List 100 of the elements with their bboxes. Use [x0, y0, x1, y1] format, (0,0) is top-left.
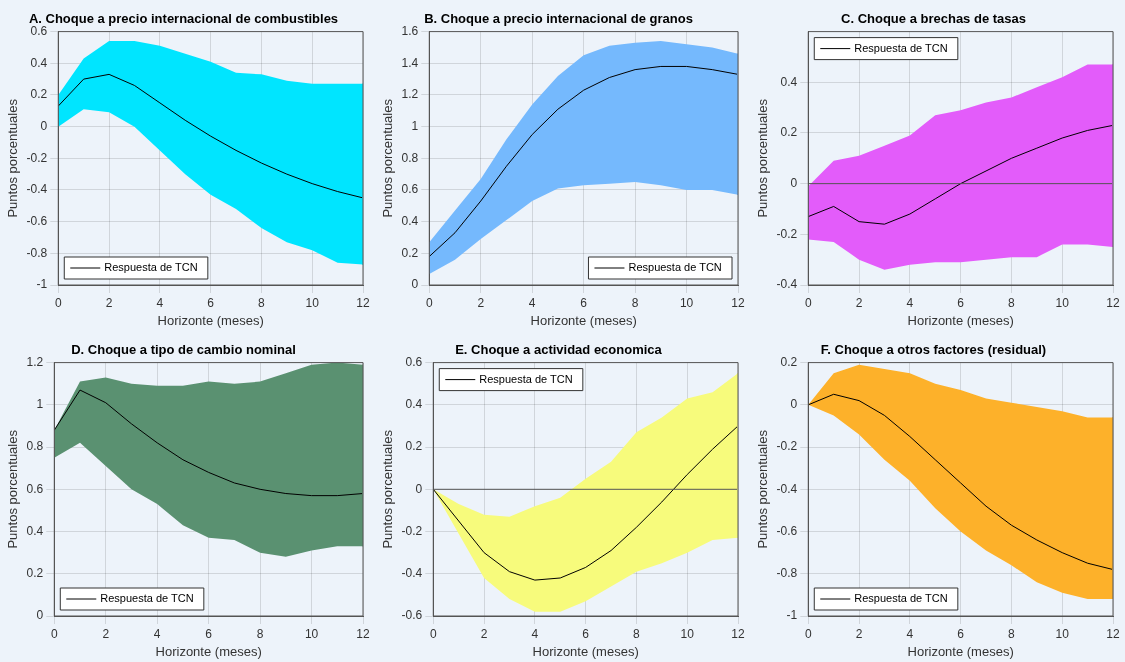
x-tick-label: 8: [1008, 626, 1016, 641]
x-tick-label: 0: [425, 295, 433, 310]
chart-title: E. Choque a actividad economica: [455, 342, 663, 358]
y-tick-label: 0.4: [30, 55, 48, 70]
x-tick-label: 8: [258, 295, 266, 310]
y-axis-title: Puntos porcentuales: [5, 429, 21, 549]
x-tick-label: 2: [855, 295, 863, 310]
y-tick-label: 1.2: [401, 87, 419, 102]
y-tick-label: -1: [36, 277, 48, 292]
x-axis-title: Horizonte (meses): [907, 312, 1014, 328]
y-tick-label: 1.2: [26, 354, 44, 369]
y-tick-label: 0.4: [401, 213, 419, 228]
x-tick-label: 12: [356, 626, 370, 641]
y-tick-label: 0.2: [401, 245, 419, 260]
y-axis-title: Puntos porcentuales: [380, 429, 396, 549]
y-tick-label: 0.2: [780, 125, 798, 140]
x-tick-label: 4: [906, 626, 914, 641]
y-tick-label: -0.6: [401, 608, 423, 623]
chart-title: F. Choque a otros factores (residual): [820, 342, 1047, 358]
x-axis-title: Horizonte (meses): [530, 312, 637, 328]
y-tick-label: 0: [415, 481, 423, 496]
legend-label: Respuesta de TCN: [479, 372, 573, 385]
y-tick-label: -0.4: [26, 182, 48, 197]
y-tick-label: 1: [36, 397, 44, 412]
x-tick-label: 8: [1008, 295, 1016, 310]
y-axis-title: Puntos porcentuales: [5, 98, 21, 218]
x-tick-label: 12: [731, 626, 745, 641]
y-tick-label: 0: [411, 277, 419, 292]
x-tick-label: 4: [906, 295, 914, 310]
x-tick-label: 6: [205, 626, 213, 641]
y-tick-label: -0.2: [776, 439, 798, 454]
y-tick-label: 1.4: [401, 55, 419, 70]
x-tick-label: 4: [531, 626, 539, 641]
x-tick-label: 0: [54, 295, 62, 310]
x-tick-label: 12: [1106, 626, 1120, 641]
y-tick-label: 0.2: [26, 566, 44, 581]
y-tick-label: 1.6: [401, 23, 419, 38]
x-tick-label: 6: [582, 626, 590, 641]
x-tick-label: 4: [153, 626, 161, 641]
x-tick-label: 0: [804, 626, 812, 641]
y-tick-label: 0.4: [26, 523, 44, 538]
y-tick-label: 0.8: [26, 439, 44, 454]
y-tick-label: 0.6: [401, 182, 419, 197]
y-tick-label: -0.4: [776, 277, 798, 292]
y-tick-label: -0.4: [776, 481, 798, 496]
x-tick-label: 6: [580, 295, 588, 310]
chart-title: C. Choque a brechas de tasas: [841, 11, 1026, 27]
x-tick-label: 2: [477, 295, 485, 310]
legend-label: Respuesta de TCN: [104, 261, 198, 274]
legend-label: Respuesta de TCN: [854, 592, 948, 605]
x-tick-label: 6: [957, 295, 965, 310]
x-tick-label: 6: [207, 295, 215, 310]
x-tick-label: 12: [356, 295, 370, 310]
x-tick-label: 10: [305, 295, 320, 310]
x-axis-title: Horizonte (meses): [907, 643, 1014, 659]
y-tick-label: 0.8: [401, 150, 419, 165]
x-tick-label: 2: [480, 626, 488, 641]
y-axis-title: Puntos porcentuales: [755, 429, 771, 549]
y-tick-label: -0.8: [776, 566, 798, 581]
y-tick-label: -0.8: [26, 245, 48, 260]
y-tick-label: 0.2: [30, 87, 48, 102]
x-tick-label: 0: [429, 626, 437, 641]
legend-label: Respuesta de TCN: [628, 261, 722, 274]
x-tick-label: 10: [304, 626, 319, 641]
chart-title: B. Choque a precio internacional de granos: [424, 11, 693, 27]
x-tick-label: 0: [50, 626, 58, 641]
y-tick-label: -0.6: [776, 523, 798, 538]
x-tick-label: 8: [633, 626, 641, 641]
x-tick-label: 8: [256, 626, 264, 641]
x-tick-label: 0: [804, 295, 812, 310]
x-tick-label: 12: [1106, 295, 1120, 310]
chart-title: D. Choque a tipo de cambio nominal: [71, 342, 296, 358]
y-tick-label: 0: [40, 118, 48, 133]
y-tick-label: -0.6: [26, 213, 48, 228]
x-tick-label: 12: [731, 295, 745, 310]
x-tick-label: 6: [957, 626, 965, 641]
x-tick-label: 4: [528, 295, 536, 310]
x-tick-label: 10: [1055, 626, 1070, 641]
x-tick-label: 4: [156, 295, 164, 310]
x-tick-label: 2: [855, 626, 863, 641]
y-tick-label: 0.4: [780, 74, 798, 89]
y-tick-label: 0.2: [405, 439, 423, 454]
y-tick-label: -1: [786, 608, 798, 623]
legend-label: Respuesta de TCN: [100, 592, 194, 605]
y-tick-label: 0.6: [405, 354, 423, 369]
x-tick-label: 10: [680, 626, 695, 641]
x-tick-label: 10: [1055, 295, 1070, 310]
y-tick-label: -0.2: [776, 226, 798, 241]
x-tick-label: 10: [679, 295, 694, 310]
x-tick-label: 2: [105, 295, 113, 310]
y-tick-label: 0: [36, 608, 44, 623]
y-tick-label: -0.2: [26, 150, 48, 165]
x-axis-title: Horizonte (meses): [157, 312, 264, 328]
x-axis-title: Horizonte (meses): [532, 643, 639, 659]
x-tick-label: 8: [631, 295, 639, 310]
y-tick-label: 0: [790, 175, 798, 190]
y-tick-label: -0.4: [401, 566, 423, 581]
y-tick-label: 1: [411, 118, 419, 133]
legend-label: Respuesta de TCN: [854, 41, 948, 54]
x-axis-title: Horizonte (meses): [155, 643, 262, 659]
